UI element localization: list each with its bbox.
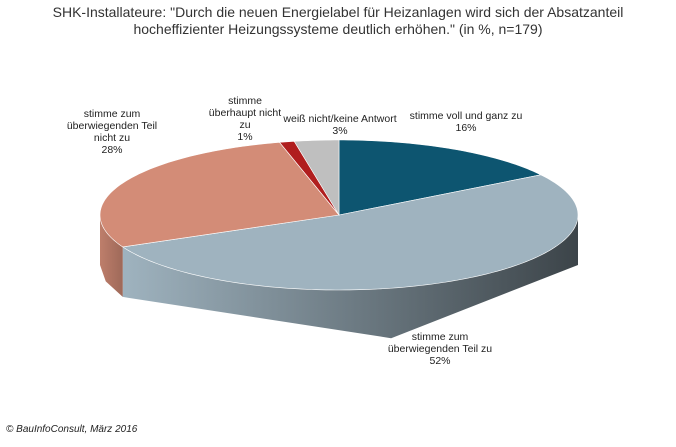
slice — [338, 139, 542, 216]
data-label: stimme zum überwiegenden Teil nicht zu 28… — [56, 108, 168, 156]
label-value: 1% — [237, 131, 253, 143]
label-name: stimme zum überwiegenden Teil nicht zu — [66, 108, 158, 144]
label-name: weiß nicht/keine Antwort — [283, 113, 397, 125]
slice — [121, 174, 579, 291]
slice — [99, 142, 340, 248]
slice-side — [100, 215, 123, 297]
data-label: weiß nicht/keine Antwort 3% — [270, 113, 410, 137]
slice-side — [122, 215, 578, 339]
data-label: stimme voll und ganz zu 16% — [391, 110, 541, 134]
label-value: 28% — [101, 144, 123, 156]
label-value: 52% — [429, 355, 451, 367]
label-value: 3% — [332, 125, 348, 137]
slice — [293, 139, 340, 217]
data-label: stimme zum überwiegenden Teil zu 52% — [385, 331, 495, 367]
label-value: 16% — [455, 122, 477, 134]
data-label: stimme überhaupt nicht zu 1% — [203, 95, 287, 143]
label-name: stimme überhaupt nicht zu — [208, 95, 282, 131]
label-name: stimme voll und ganz zu — [409, 110, 523, 122]
source-note: © BauInfoConsult, März 2016 — [6, 424, 138, 435]
chart-title: SHK-Installateure: "Durch die neuen Ener… — [52, 4, 624, 37]
label-name: stimme zum überwiegenden Teil zu — [387, 331, 493, 355]
